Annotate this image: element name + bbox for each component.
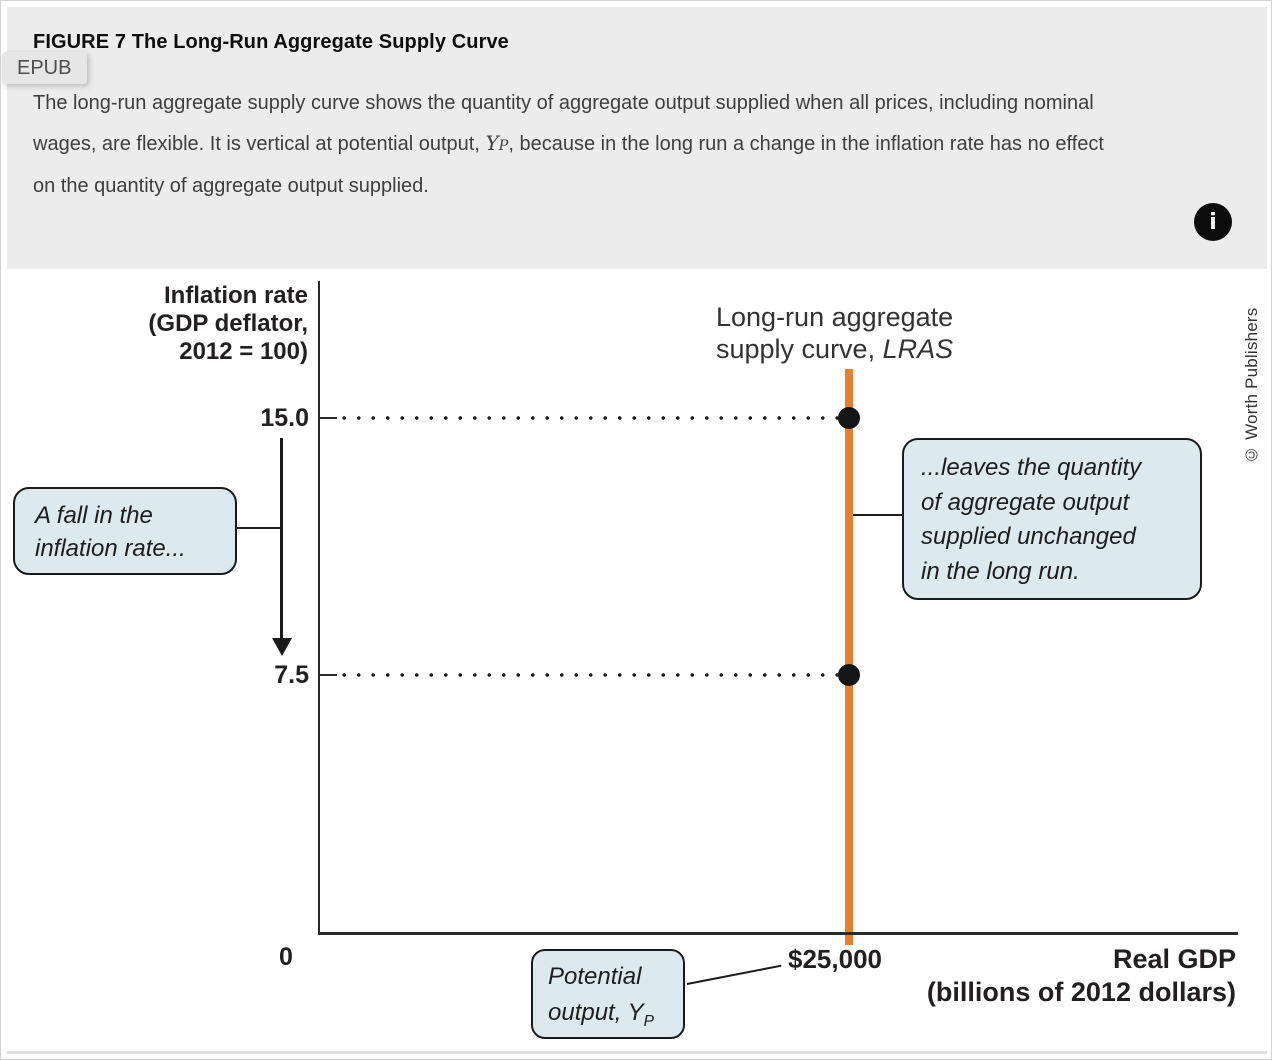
caption-line-1: The long-run aggregate supply curve show… [33,92,1094,114]
dotted-line-7-5 [337,673,838,677]
inflation-fall-arrow-shaft [280,438,283,640]
callout-potential-output: Potential output, YP [531,949,685,1039]
epub-badge[interactable]: EPUB [2,52,88,84]
data-point-7-5 [838,664,860,686]
y-tick-label-7-5: 7.5 [274,661,309,689]
figure-header-panel [7,7,1267,269]
figure-caption: The long-run aggregate supply curve show… [33,83,1245,206]
lras-curve [845,369,853,945]
caption-line-2: wages, are flexible. It is vertical at p… [33,131,1104,155]
y-tick-label-15: 15.0 [260,404,309,432]
callout-potential-connector [686,964,782,985]
y-tick-mark-7-5 [319,674,337,676]
figure-title: FIGURE 7 The Long-Run Aggregate Supply C… [33,31,509,53]
epub-badge-label: EPUB [17,56,72,79]
x-axis-title-line2: (billions of 2012 dollars) [926,977,1236,1007]
lras-abbrev: LRAS [882,334,954,364]
y-tick-mark-15 [319,417,337,419]
x-axis-title-line1: Real GDP [1112,944,1236,974]
callout-fall-in-inflation: A fall in the inflation rate... [13,487,237,575]
dotted-line-15 [337,416,838,420]
callout-right-connector [853,514,903,516]
x-axis-line [318,932,1238,935]
callout-left-connector [237,527,283,529]
caption-line-3: on the quantity of aggregate output supp… [33,175,429,197]
yp-subscript: P [643,1012,655,1030]
potential-output-symbol: YP [485,131,509,155]
inflation-fall-arrow-head [272,638,292,656]
y-axis-title: Inflation rate (GDP deflator, 2012 = 100… [148,282,308,365]
lras-curve-label: Long-run aggregate supply curve, LRAS [716,302,954,364]
origin-label: 0 [279,943,293,971]
y-axis-line [318,281,320,934]
x-tick-label-25000: $25,000 [788,944,882,974]
publisher-credit: © Worth Publishers [1242,307,1261,464]
bottom-divider [7,1051,1267,1054]
callout-output-unchanged: ...leaves the quantity of aggregate outp… [902,438,1202,600]
info-icon[interactable]: i [1194,203,1232,241]
data-point-15 [838,407,860,429]
